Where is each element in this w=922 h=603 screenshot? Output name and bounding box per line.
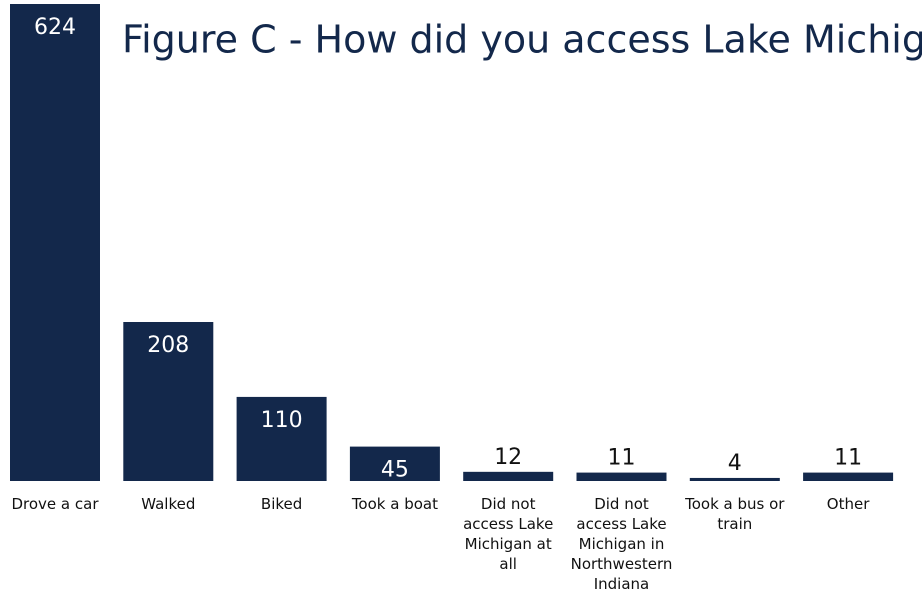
bar (349, 446, 440, 481)
x-tick-label: Did not access Lake Michigan in Northwes… (570, 495, 673, 593)
chart-title: Figure C - How did you access Lake Michi… (122, 18, 922, 62)
bar (10, 4, 100, 481)
bar (576, 472, 667, 481)
x-tick-label: Other (826, 495, 870, 513)
bar (236, 396, 327, 481)
x-tick-label: Drove a car (11, 495, 99, 513)
bar (123, 322, 214, 481)
value-label: 11 (834, 446, 862, 471)
x-tick-label: Biked (260, 495, 303, 513)
value-label: 4 (728, 451, 742, 476)
x-tick-label: Walked (141, 495, 196, 513)
x-tick-label: Took a bus or train (685, 495, 785, 533)
x-tick-label: Did not access Lake Michigan at all (463, 495, 554, 573)
value-label: 208 (147, 333, 189, 358)
bar (689, 477, 780, 481)
bar (803, 472, 894, 481)
value-label: 624 (34, 15, 76, 40)
x-tick-label: Took a boat (351, 495, 438, 513)
value-label: 12 (494, 445, 522, 470)
bar (463, 471, 554, 481)
value-label: 110 (261, 408, 303, 433)
value-label: 11 (608, 446, 636, 471)
value-label: 45 (381, 458, 409, 483)
